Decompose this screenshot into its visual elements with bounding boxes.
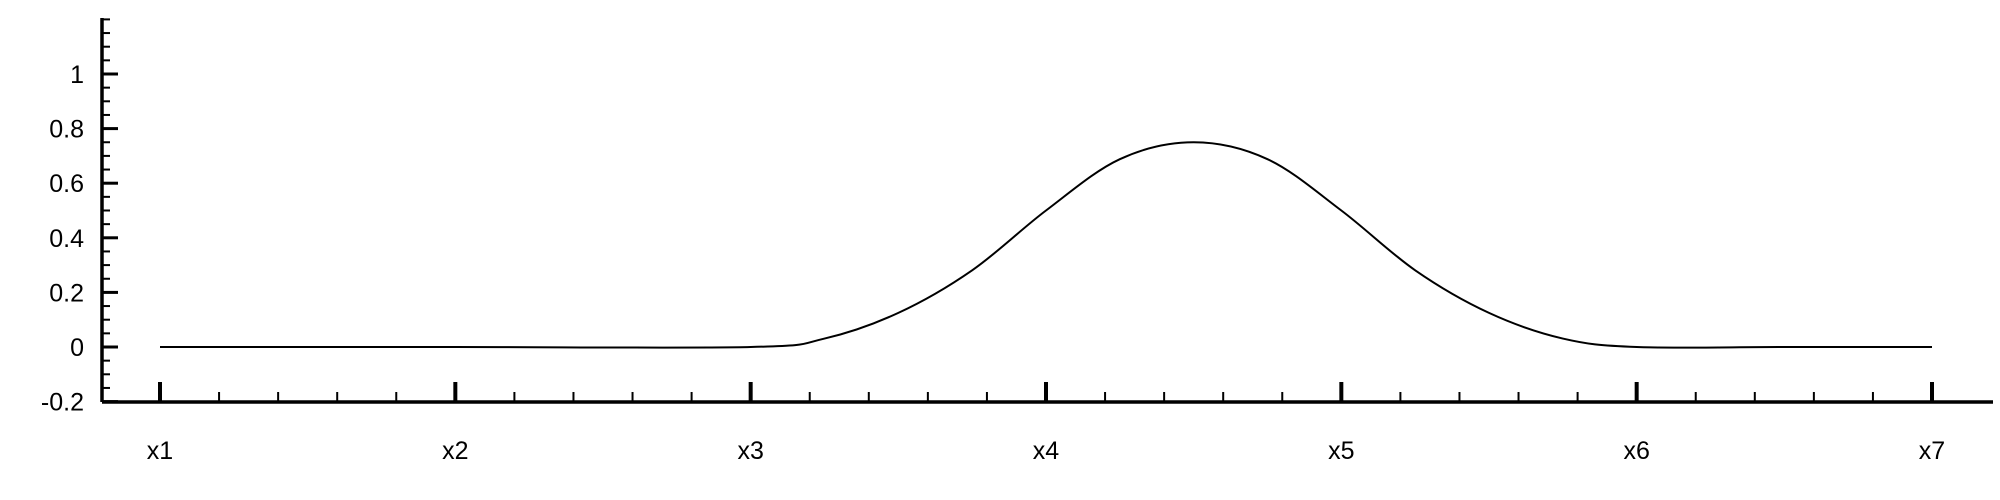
y-tick-label: 0.4 <box>49 225 84 253</box>
x-tick-label: x7 <box>1919 437 1945 465</box>
y-tick-label: -0.2 <box>41 389 84 417</box>
x-tick-label: x6 <box>1623 437 1649 465</box>
y-tick-label: 0.6 <box>49 170 84 198</box>
x-tick-label: x3 <box>737 437 763 465</box>
y-tick-label: 0.2 <box>49 279 84 307</box>
y-tick-label: 1 <box>70 61 84 89</box>
x-tick-label: x1 <box>147 437 173 465</box>
x-tick-label: x2 <box>442 437 468 465</box>
y-tick-label: 0.8 <box>49 116 84 144</box>
x-tick-label: x4 <box>1033 437 1060 465</box>
y-tick-label: 0 <box>70 334 84 362</box>
x-tick-label: x5 <box>1328 437 1354 465</box>
series-line <box>159 141 1932 349</box>
